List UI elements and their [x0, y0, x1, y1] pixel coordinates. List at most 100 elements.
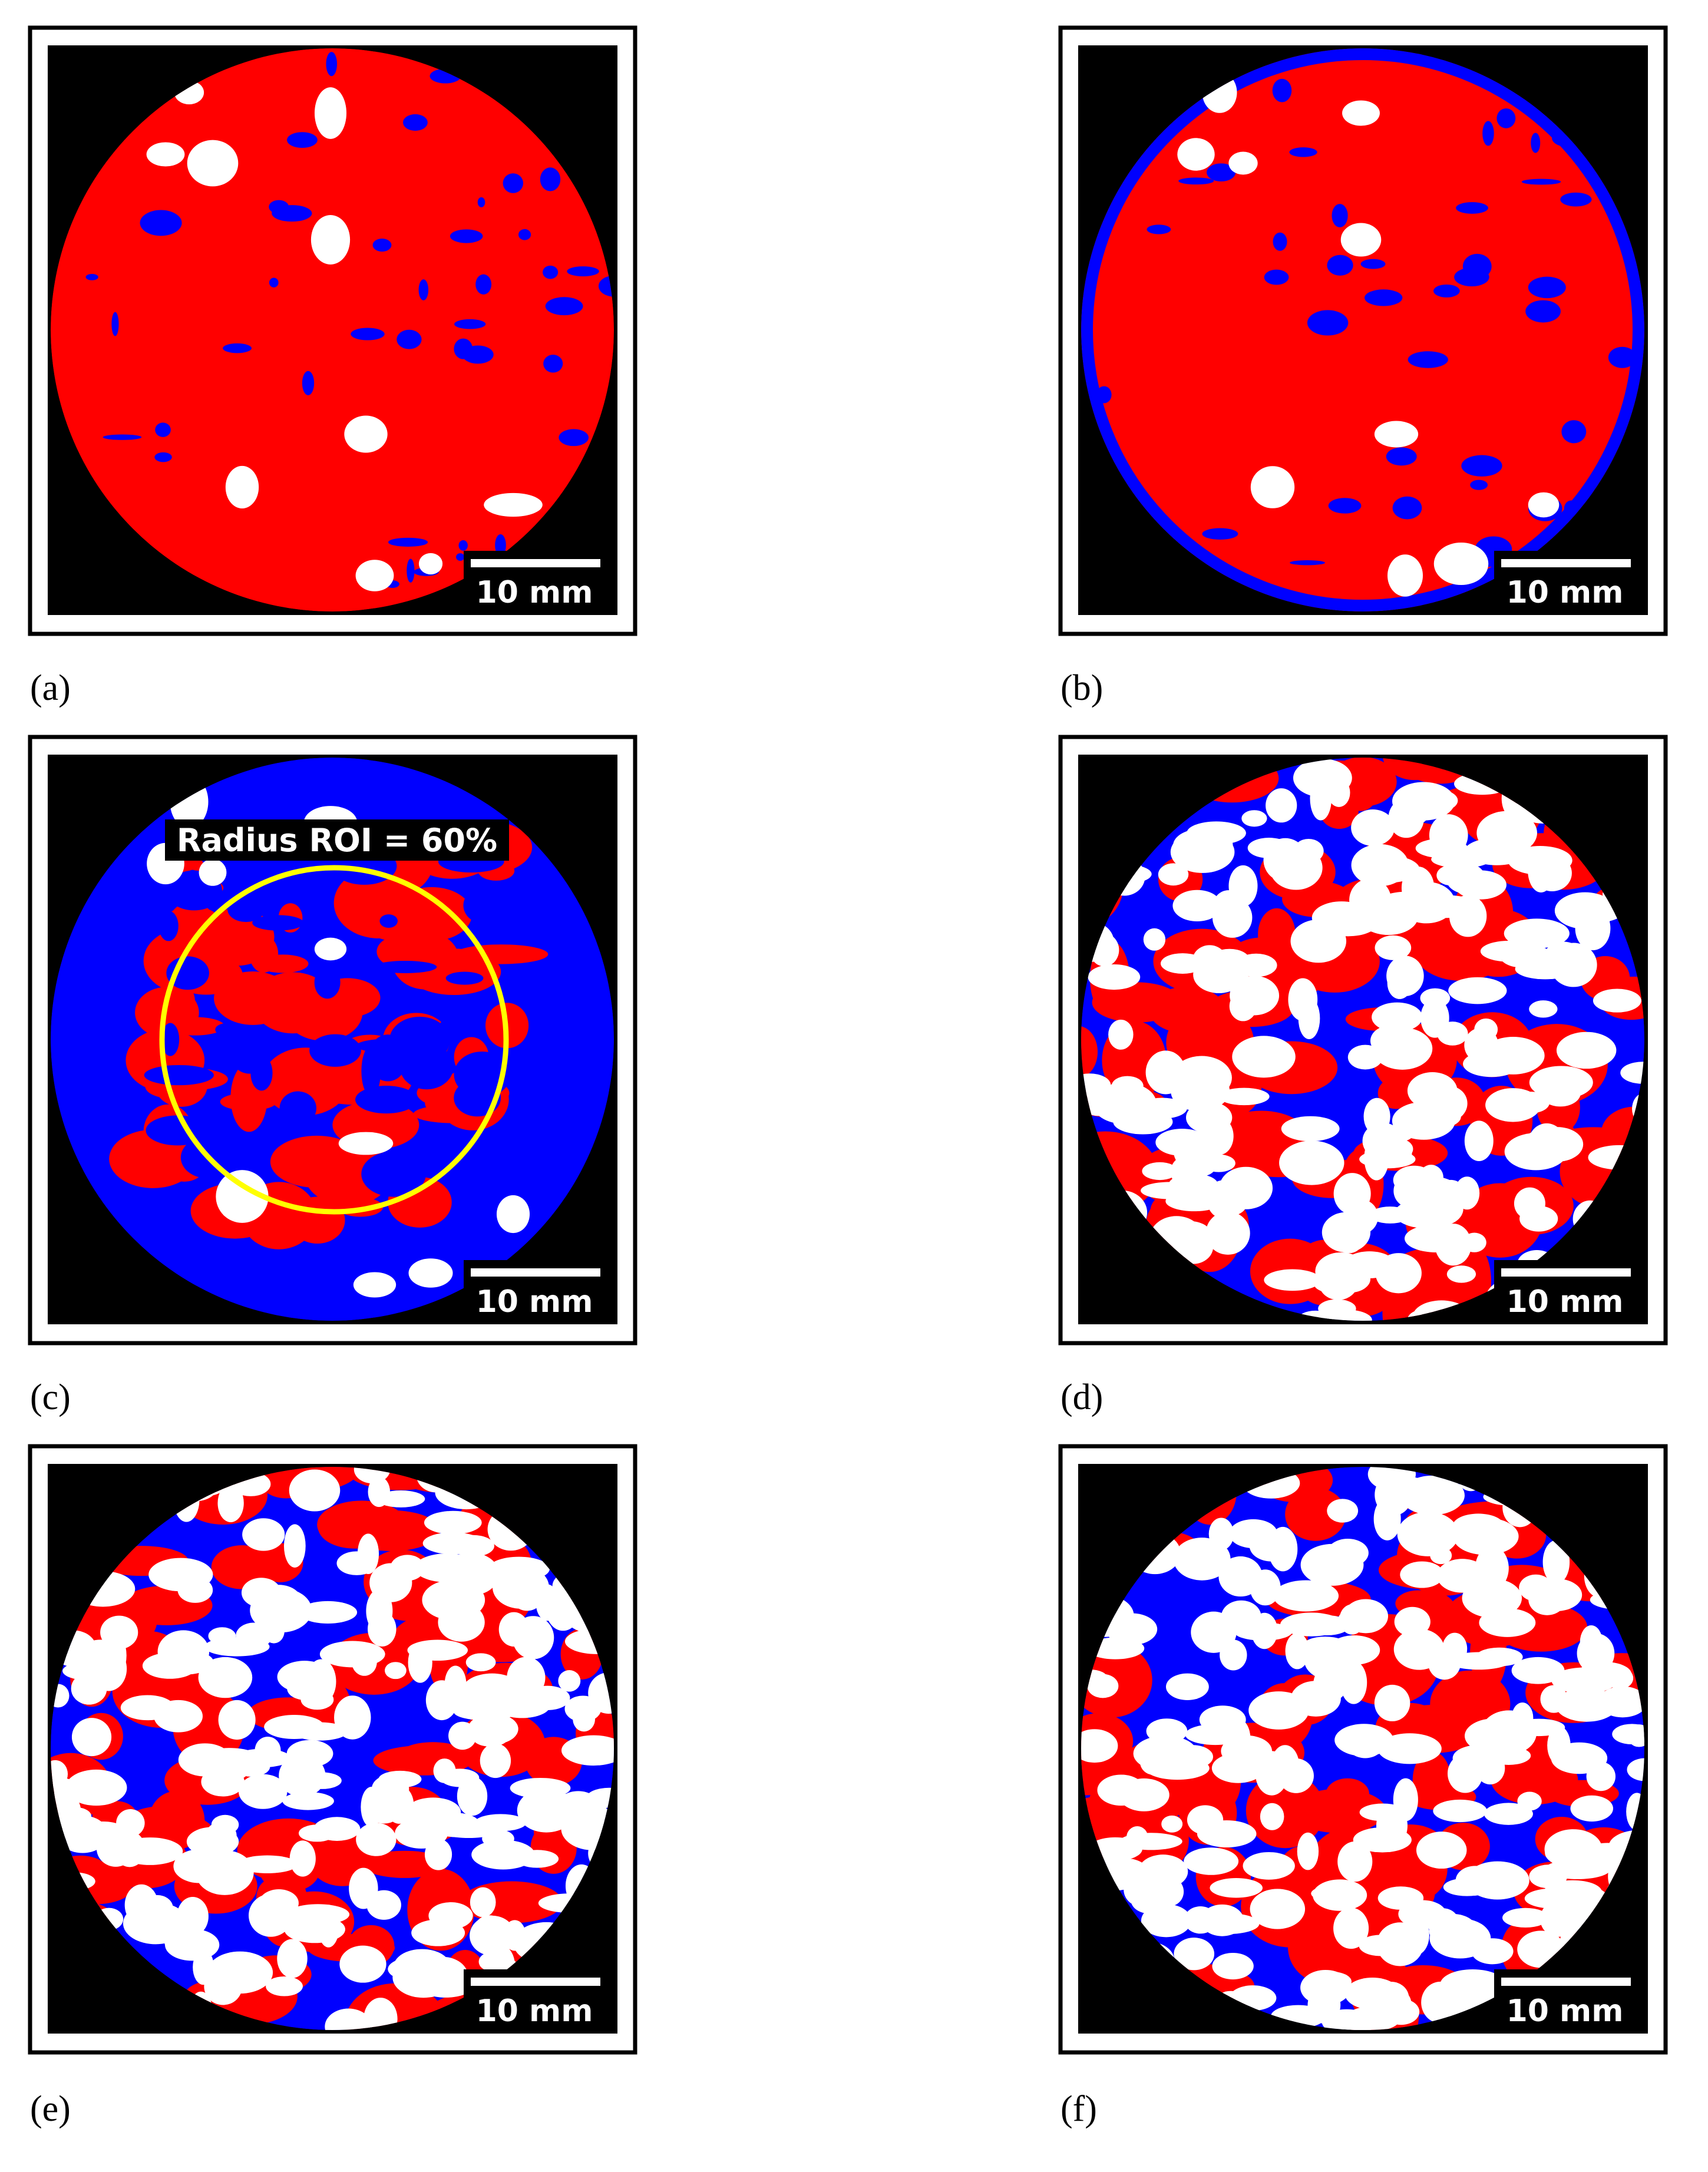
grain — [1393, 1173, 1432, 1209]
grain — [1271, 1745, 1300, 1787]
grain — [1464, 1120, 1494, 1162]
grain — [1141, 1904, 1191, 1938]
phase-blob — [376, 934, 431, 969]
grain — [1511, 1657, 1565, 1684]
grain — [1337, 1841, 1373, 1882]
grain — [302, 1772, 342, 1789]
grain — [1544, 1829, 1603, 1869]
pore-blob — [361, 1151, 427, 1197]
pore-blob — [1462, 253, 1492, 279]
grain — [473, 1915, 506, 1947]
grain — [1081, 1729, 1118, 1763]
grain — [1092, 1082, 1157, 1124]
grain — [289, 1469, 341, 1512]
grain — [1208, 948, 1250, 974]
grain — [1241, 810, 1267, 827]
grain — [1417, 1516, 1443, 1538]
grain — [1088, 964, 1141, 990]
annotation-bg — [165, 819, 509, 861]
grain — [1260, 1803, 1284, 1830]
phase-blob — [1149, 987, 1225, 1034]
grain — [1304, 1639, 1357, 1680]
pore-blob — [326, 52, 338, 77]
pore-blob — [1365, 289, 1403, 306]
grain — [1355, 855, 1420, 883]
pore-blob — [1408, 351, 1448, 368]
grain — [1429, 814, 1468, 857]
grain — [1364, 1135, 1389, 1181]
grain — [1359, 1935, 1403, 1956]
grain — [484, 492, 543, 517]
grain — [1502, 1907, 1549, 1928]
grain — [148, 1558, 213, 1592]
grain — [259, 1889, 299, 1917]
scale-bar — [471, 559, 600, 567]
grain — [1627, 1758, 1644, 1781]
grain — [1612, 1724, 1644, 1745]
grain — [1386, 1123, 1415, 1142]
grain — [242, 1518, 285, 1551]
grain — [480, 1743, 511, 1778]
grain — [1377, 1886, 1424, 1910]
pore-blob — [144, 1064, 214, 1086]
grain — [1511, 1702, 1534, 1733]
grain — [310, 215, 351, 265]
grain — [1165, 1673, 1209, 1701]
pore-blob — [287, 132, 318, 148]
grain — [1333, 1173, 1371, 1215]
pore-blob — [1560, 192, 1592, 207]
grain — [146, 142, 185, 167]
grain — [418, 553, 443, 575]
grain — [1372, 1002, 1423, 1032]
solid-region — [51, 48, 614, 611]
grain — [1251, 1612, 1278, 1649]
grain — [1303, 1615, 1350, 1635]
pore-blob — [388, 537, 428, 547]
grain — [1181, 1155, 1216, 1177]
grain — [1556, 1032, 1617, 1069]
pore-blob — [223, 343, 252, 353]
scale-bar — [471, 1268, 600, 1277]
panel-label: (f) — [1061, 2089, 1097, 2129]
grain — [1529, 1000, 1558, 1018]
panel-label: (d) — [1061, 1377, 1103, 1417]
pore-blob — [477, 197, 485, 207]
grain — [325, 2008, 372, 2030]
pore-blob — [463, 886, 508, 924]
grain — [454, 1704, 517, 1721]
pore-blob — [302, 371, 315, 395]
grain — [1111, 1076, 1144, 1096]
grain — [1173, 828, 1233, 862]
pore-blob — [252, 915, 304, 931]
pore-blob — [1528, 276, 1566, 299]
pore-blob — [85, 273, 98, 280]
grain — [1446, 1265, 1476, 1283]
pore-blob — [1207, 163, 1236, 182]
pore-blob — [158, 911, 179, 941]
pore-blob — [227, 897, 265, 923]
grain — [141, 1895, 173, 1921]
panel-label: (a) — [30, 668, 71, 708]
pore-blob — [1456, 202, 1488, 214]
grain — [1285, 1633, 1309, 1670]
grain — [351, 1648, 377, 1676]
grain — [1250, 1889, 1306, 1929]
grain — [75, 1821, 131, 1850]
grain — [239, 1774, 288, 1809]
grain — [59, 1801, 81, 1841]
panel-image: 10 mm — [1078, 1464, 1648, 2034]
pore-blob — [454, 319, 486, 329]
phase-blob — [1377, 1077, 1415, 1109]
grain — [1593, 989, 1641, 1013]
grain — [561, 1735, 614, 1766]
grain — [216, 1170, 269, 1223]
pore-blob — [1525, 300, 1561, 323]
grain — [1504, 918, 1570, 948]
pore-blob — [351, 328, 385, 340]
grain — [564, 1695, 602, 1722]
grain — [1387, 554, 1423, 597]
grain — [1212, 897, 1253, 938]
grain — [298, 1601, 358, 1624]
grain — [339, 1945, 386, 1983]
grain — [1311, 901, 1372, 934]
